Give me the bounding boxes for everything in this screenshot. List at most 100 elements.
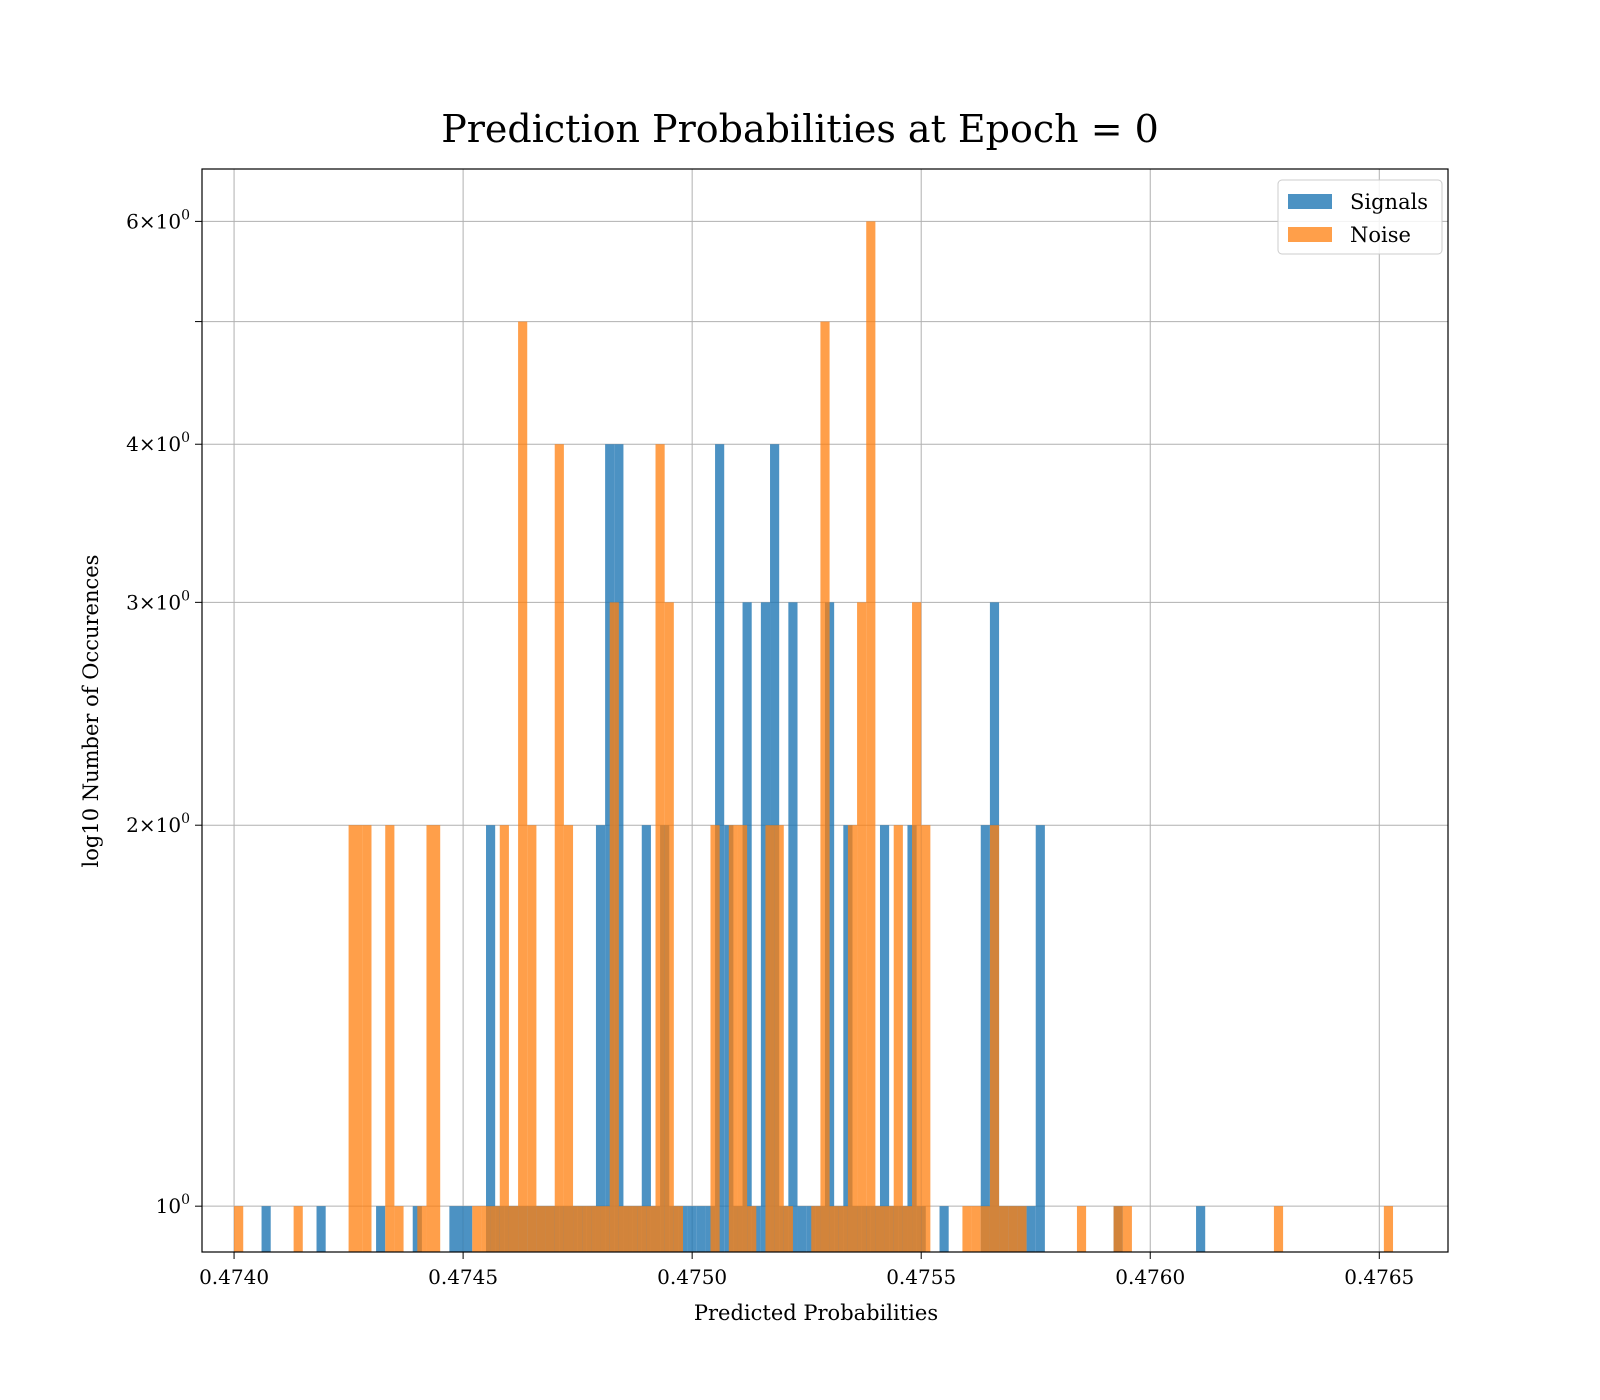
histogram-bar [783, 1206, 793, 1252]
legend-swatch-noise [1288, 227, 1332, 242]
bars-layer [234, 221, 1394, 1253]
histogram-bar [293, 1206, 303, 1252]
histogram-bar [866, 221, 876, 1253]
histogram-bar [234, 1206, 244, 1252]
histogram-bar [600, 1206, 610, 1252]
histogram-bar [1122, 1206, 1132, 1252]
y-axis-label: log10 Number of Occurences [79, 555, 103, 868]
histogram-bar [1076, 1206, 1087, 1252]
histogram-bar [1026, 1206, 1036, 1252]
histogram-bar [912, 602, 922, 1252]
y-tick-label: 4×100 [126, 430, 190, 456]
histogram-bar [728, 825, 738, 1252]
histogram-bar [980, 1206, 990, 1252]
histogram-bar [412, 1206, 422, 1252]
histogram-bar [1196, 1206, 1206, 1252]
histogram-bar [348, 825, 363, 1252]
histogram-bar [857, 602, 867, 1252]
histogram-bar [829, 1206, 839, 1252]
histogram-bar [463, 1206, 473, 1252]
axes-layer: 0.4740 0.4745 0.4750 0.4755 0.4760 0.4765 100 2… [126, 168, 1449, 1289]
histogram-bar [518, 321, 528, 1252]
histogram-bar [426, 825, 441, 1252]
histogram-bar [971, 1206, 981, 1252]
histogram-bar [508, 1206, 519, 1252]
histogram-bar [486, 825, 496, 1252]
x-tick-label: 0.4755 [886, 1265, 956, 1289]
legend-label-signals: Signals [1350, 190, 1428, 214]
histogram-bar [481, 1206, 491, 1252]
histogram-bar [394, 1206, 404, 1252]
histogram-bar [573, 1206, 583, 1252]
histogram-bar [449, 1206, 464, 1252]
histogram-bar [747, 1206, 757, 1252]
histogram-bar [646, 1206, 656, 1252]
histogram-bar [490, 1206, 500, 1252]
histogram-bar [999, 1206, 1009, 1252]
legend-label-noise: Noise [1350, 223, 1411, 247]
histogram-bar [1273, 1206, 1284, 1252]
histogram-bar [376, 1206, 386, 1252]
histogram-bar [939, 1206, 949, 1252]
histogram-bar [673, 1206, 683, 1252]
histogram-bar [875, 1206, 885, 1252]
histogram-bar [884, 1206, 894, 1252]
histogram-bar [628, 1206, 638, 1252]
legend: Signals Noise [1277, 179, 1443, 255]
histogram-bar [563, 825, 574, 1252]
histogram-bar [838, 1206, 848, 1252]
y-tick-label: 3×100 [126, 588, 190, 614]
histogram-bar [696, 1206, 706, 1252]
histogram-bar [499, 825, 509, 1252]
histogram-bar [1035, 825, 1045, 1252]
histogram-bar [847, 825, 858, 1252]
histogram-bar [989, 825, 1000, 1252]
histogram-bar [385, 825, 395, 1252]
histogram-bar [705, 1206, 716, 1252]
histogram-bar [737, 825, 748, 1252]
y-tick-label: 2×100 [126, 811, 190, 837]
histogram-bar [797, 1206, 807, 1252]
histogram-bar [545, 1206, 555, 1252]
legend-swatch-signals [1288, 194, 1332, 209]
x-tick-label: 0.4765 [1344, 1265, 1414, 1289]
x-tick-label: 0.4740 [199, 1265, 269, 1289]
histogram-bar [765, 825, 775, 1252]
histogram-bar [921, 825, 931, 1252]
histogram-bar [980, 825, 990, 1252]
chart-title: Prediction Probabilities at Epoch = 0 [441, 107, 1159, 151]
histogram-bar [362, 825, 372, 1252]
histogram-bar [902, 1206, 913, 1252]
histogram-bar [554, 444, 564, 1252]
x-tick-label: 0.4750 [657, 1265, 727, 1289]
histogram-bar [1008, 1206, 1018, 1252]
x-tick-label: 0.4745 [428, 1265, 498, 1289]
histogram-bar [710, 825, 720, 1252]
histogram-bar [962, 1206, 972, 1252]
histogram-bar [788, 602, 798, 1252]
x-axis-label: Predicted Probabilities [694, 1301, 938, 1325]
histogram-bar [316, 1206, 326, 1252]
histogram-bar [893, 825, 903, 1252]
histogram-bar [595, 825, 606, 1252]
histogram-bar [472, 1206, 482, 1252]
plot-frame [201, 168, 1449, 1253]
histogram-bar [1017, 1206, 1027, 1252]
histogram-bar [811, 1206, 821, 1252]
histogram-bar [1383, 1206, 1394, 1252]
histogram-bar [582, 1206, 592, 1252]
histogram-bar [820, 321, 830, 1252]
histogram-bar [527, 825, 537, 1252]
histogram-bar [417, 1206, 427, 1252]
y-tick-label: 100 [156, 1192, 190, 1218]
histogram-bar [655, 444, 665, 1252]
histogram-bar [687, 1206, 697, 1252]
histogram-bar [641, 825, 651, 1252]
histogram-bar [1113, 1206, 1123, 1252]
x-tick-label: 0.4760 [1115, 1265, 1185, 1289]
histogram-bar [879, 825, 890, 1252]
series-noise [234, 221, 1394, 1253]
histogram-bar [618, 1206, 629, 1252]
histogram-bar [536, 1206, 546, 1252]
